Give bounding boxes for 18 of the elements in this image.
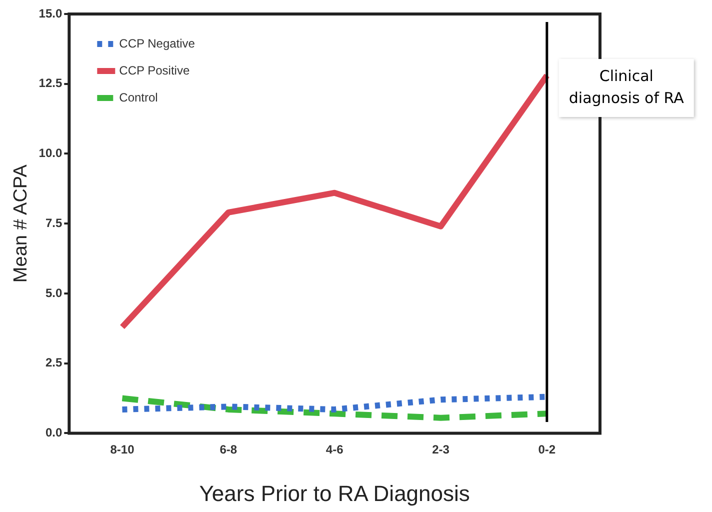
y-tick-label: 15.0 (38, 6, 62, 20)
x-tick-label: 6-8 (220, 442, 238, 457)
y-tick-label: 2.5 (45, 356, 62, 370)
legend-label: CCP Negative (119, 36, 196, 50)
y-tick-label: 0.0 (45, 426, 62, 440)
y-tick-label: 10.0 (38, 146, 62, 160)
x-tick-label: 8-10 (110, 442, 135, 457)
y-tick-label: 7.5 (45, 216, 62, 230)
y-axis-title: Mean # ACPA (10, 164, 32, 283)
x-axis-title: Years Prior to RA Diagnosis (199, 480, 470, 506)
y-tick-label: 5.0 (45, 286, 62, 300)
x-tick-label: 4-6 (326, 442, 344, 457)
x-tick-label: 0-2 (538, 442, 556, 457)
legend-label: CCP Positive (119, 63, 190, 78)
x-tick-label: 2-3 (432, 442, 450, 457)
legend-label: Control (119, 90, 158, 104)
y-tick-label: 12.5 (38, 76, 62, 90)
ref-line-label: Clinical diagnosis of RA (568, 66, 685, 107)
